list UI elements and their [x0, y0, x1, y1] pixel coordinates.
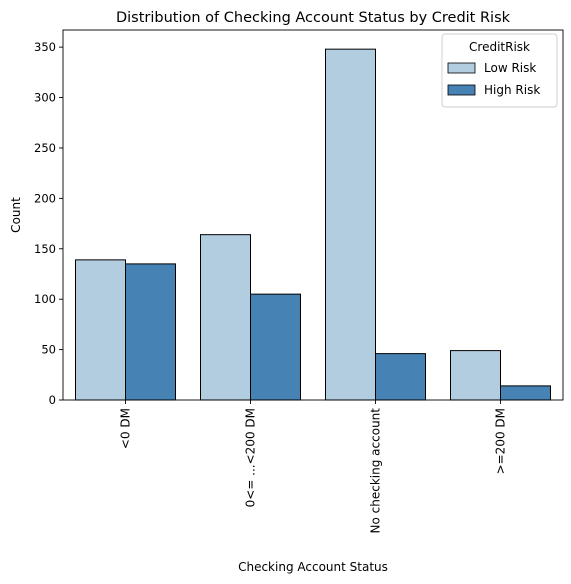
bar-high-risk-0-dm — [125, 263, 176, 401]
y-tick-label: 50 — [41, 343, 56, 357]
chart-title: Distribution of Checking Account Status … — [116, 10, 511, 26]
y-axis: 0 50 100 150 200 250 300 350 — [34, 40, 63, 407]
bar-low-risk-no-checking-account — [325, 48, 376, 401]
legend-label-low-risk: Low Risk — [484, 61, 536, 75]
legend: CreditRisk Low Risk High Risk — [441, 33, 558, 108]
plot-frame — [62, 29, 564, 401]
x-axis-label: Checking Account Status — [238, 560, 388, 574]
y-tick-label: 350 — [34, 40, 56, 54]
bar-low-risk-200-dm — [450, 350, 501, 401]
legend-swatch-high-risk — [447, 84, 476, 96]
y-tick-label: 150 — [34, 242, 56, 256]
x-axis: <0 DM 0<= ...<200 DM No checking account >=… — [119, 400, 508, 533]
y-tick-label: 200 — [34, 191, 56, 205]
x-tick-label: No checking account — [369, 408, 383, 534]
legend-label-high-risk: High Risk — [484, 83, 540, 97]
bar-high-risk-0-200-dm — [250, 293, 301, 401]
y-tick-label: 300 — [34, 91, 56, 105]
y-tick-label: 250 — [34, 141, 56, 155]
y-tick-label: 100 — [34, 292, 56, 306]
bar-high-risk-200-dm — [500, 385, 551, 401]
x-tick-label: <0 DM — [119, 408, 133, 449]
legend-title: CreditRisk — [469, 40, 530, 54]
bar-high-risk-no-checking-account — [375, 353, 426, 401]
bars — [75, 48, 551, 401]
bar-low-risk-0-dm — [75, 259, 126, 401]
x-tick-label: >=200 DM — [494, 408, 508, 474]
y-axis-label: Count — [9, 197, 23, 233]
bar-low-risk-0-200-dm — [200, 234, 251, 401]
legend-swatch-low-risk — [447, 62, 476, 74]
x-tick-label: 0<= ...<200 DM — [244, 408, 258, 507]
y-tick-label: 0 — [49, 393, 56, 407]
